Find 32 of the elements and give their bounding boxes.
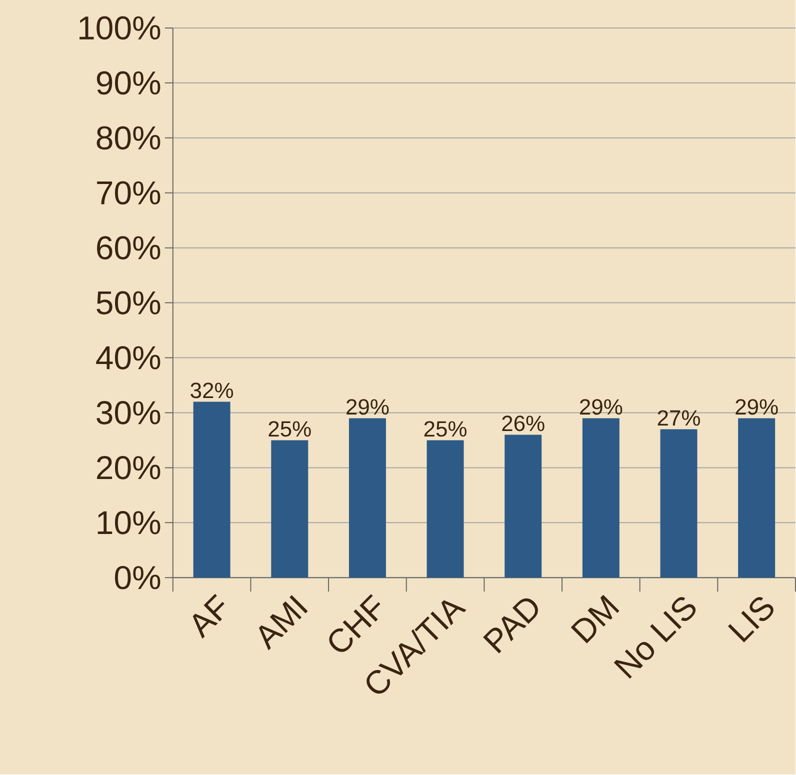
bar xyxy=(193,402,230,578)
y-tick-label: 80% xyxy=(96,126,160,150)
data-label: 29% xyxy=(736,399,778,415)
y-tick-label: 70% xyxy=(97,181,160,205)
data-label: 26% xyxy=(502,416,544,432)
y-tick-label: 50% xyxy=(96,291,160,315)
data-label: 32% xyxy=(190,382,234,398)
bar xyxy=(426,440,464,578)
data-label: 27% xyxy=(658,410,700,426)
bar xyxy=(660,429,698,578)
bar xyxy=(348,418,386,578)
y-tick-label: 20% xyxy=(97,456,160,480)
bar xyxy=(738,418,776,578)
y-tick-label: 30% xyxy=(96,401,160,425)
x-tick-label: PAD xyxy=(483,598,538,654)
x-tick-label: AF xyxy=(192,594,224,640)
x-tick-label: DM xyxy=(570,595,620,644)
data-label: 29% xyxy=(346,399,389,415)
data-label: 25% xyxy=(268,421,311,437)
data-label: 29% xyxy=(580,399,622,415)
x-tick-label: LIS xyxy=(728,597,774,643)
y-tick-label: 60% xyxy=(97,236,160,260)
bar xyxy=(582,418,620,578)
bar xyxy=(271,440,308,578)
y-tick-label: 90% xyxy=(96,72,160,95)
y-tick-label: 10% xyxy=(98,511,160,535)
y-tick-label: 100% xyxy=(80,16,160,40)
y-tick-label: 40% xyxy=(96,346,160,370)
x-tick-label: AMI xyxy=(259,595,308,651)
y-tick-label: 0% xyxy=(114,566,160,590)
bar xyxy=(504,434,542,578)
data-label: 25% xyxy=(424,421,466,437)
